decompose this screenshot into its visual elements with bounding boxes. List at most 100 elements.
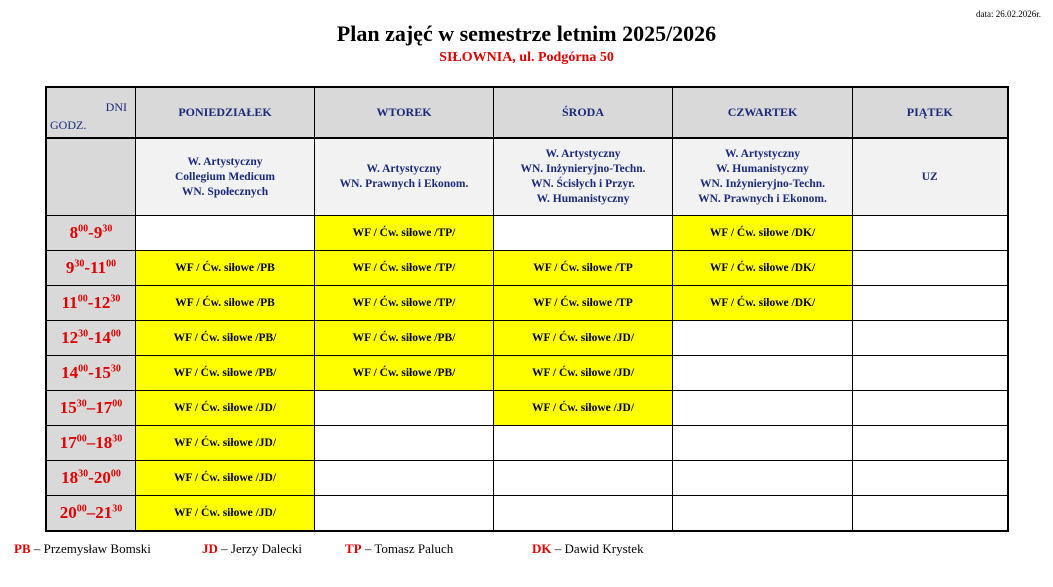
class-cell: WF / Ćw. siłowe /PB/	[135, 355, 315, 391]
legend-item: DK – Dawid Krystek	[532, 541, 644, 557]
empty-cell	[672, 355, 853, 391]
end-minutes: 30	[112, 433, 123, 445]
empty-cell	[493, 495, 673, 532]
empty-cell	[135, 215, 315, 251]
start-minutes: 30	[78, 328, 89, 340]
start-hour: 17	[59, 433, 77, 452]
empty-cell	[45, 137, 136, 216]
faculty-cell: W. Artystyczny W. Humanistyczny WN. Inżyni…	[672, 137, 853, 216]
time-separator: -	[88, 223, 94, 242]
day-header: PIĄTEK	[852, 86, 1008, 139]
day-header: WTOREK	[314, 86, 494, 139]
faculty-name: WN. Inżynieryjno-Techn.	[520, 163, 646, 175]
start-hour: 20	[59, 503, 77, 522]
instructor-code: JD	[202, 541, 218, 556]
start-minutes: 00	[78, 223, 89, 235]
empty-cell	[672, 495, 853, 532]
faculty-name: W. Artystyczny	[545, 148, 621, 160]
page-subtitle: SIŁOWNIA, ul. Podgórna 50	[439, 50, 614, 65]
class-cell: WF / Ćw. siłowe /JD/	[135, 460, 315, 496]
time-slot-label: 930-1100	[45, 250, 136, 286]
time-slot-row: 2000–2130 WF / Ćw. siłowe /JD/	[45, 495, 1008, 532]
start-minutes: 00	[77, 293, 88, 305]
end-hour: 9	[93, 223, 103, 242]
empty-cell	[852, 390, 1008, 426]
time-separator: -	[88, 468, 94, 487]
faculty-name: W. Humanistyczny	[536, 193, 630, 205]
start-hour: 8	[69, 223, 79, 242]
class-cell: WF / Ćw. siłowe /DK/	[672, 250, 853, 286]
start-hour: 18	[61, 468, 79, 487]
class-cell: WF / Ćw. siłowe /JD/	[493, 390, 673, 426]
empty-cell	[852, 355, 1008, 391]
end-minutes: 30	[102, 223, 113, 235]
start-hour: 9	[65, 258, 75, 277]
time-separator: –	[86, 503, 96, 522]
instructor-code: PB	[14, 541, 31, 556]
empty-cell	[672, 460, 853, 496]
end-hour: 14	[93, 328, 111, 347]
day-header: ŚRODA	[493, 86, 673, 139]
class-cell: WF / Ćw. siłowe /PB/	[135, 320, 315, 356]
end-minutes: 00	[110, 468, 121, 480]
time-slot-label: 1530–1700	[45, 390, 136, 426]
corner-hours-label: GODZ.	[50, 118, 87, 132]
time-slot-row: 800-930 WF / Ćw. siłowe /TP/WF / Ćw. siło…	[45, 215, 1008, 251]
start-hour: 11	[61, 293, 78, 312]
start-minutes: 00	[78, 363, 89, 375]
time-slot-label: 1700–1830	[45, 425, 136, 461]
time-slot-label: 2000–2130	[45, 495, 136, 532]
instructor-code: TP	[345, 541, 362, 556]
time-separator: -	[87, 293, 94, 312]
time-slot-label: 1230-1400	[45, 320, 136, 356]
start-minutes: 30	[78, 468, 89, 480]
faculty-name: WN. Prawnych i Ekonom.	[339, 178, 469, 190]
class-cell: WF / Ćw. siłowe /DK/	[672, 215, 853, 251]
faculty-name: W. Artystyczny	[187, 155, 263, 168]
time-slot-row: 1230-1400 WF / Ćw. siłowe /PB/WF / Ćw. si…	[45, 320, 1008, 356]
empty-cell	[493, 460, 673, 496]
class-cell: WF / Ćw. siłowe /JD/	[135, 425, 315, 461]
faculty-cell: W. Artystyczny WN. Prawnych i Ekonom.	[314, 137, 494, 216]
class-cell: WF / Ćw. siłowe /JD/	[493, 355, 673, 391]
end-hour: 17	[95, 398, 113, 417]
class-cell: WF / Ćw. siłowe /TP/	[314, 250, 494, 286]
end-hour: 21	[95, 503, 113, 522]
corner-days-label: DNI	[105, 100, 127, 114]
empty-cell	[314, 460, 494, 496]
start-hour: 15	[59, 398, 77, 417]
start-minutes: 30	[74, 258, 85, 270]
faculty-name: WN. Społecznych	[181, 185, 269, 198]
end-hour: 11	[90, 258, 107, 277]
instructor-name: – Jerzy Dalecki	[217, 541, 302, 556]
time-slot-label: 800-930	[45, 215, 136, 251]
faculty-name: W. Artystyczny	[366, 163, 442, 175]
time-slot-label: 1100-1230	[45, 285, 136, 321]
start-hour: 12	[61, 328, 79, 347]
legend-item: JD – Jerzy Dalecki	[202, 541, 302, 557]
time-slot-row: 1700–1830 WF / Ćw. siłowe /JD/	[45, 425, 1008, 461]
time-separator: -	[88, 363, 94, 382]
start-minutes: 00	[76, 433, 87, 445]
end-minutes: 00	[106, 258, 117, 270]
time-slot-row: 1830-2000 WF / Ćw. siłowe /JD/	[45, 460, 1008, 496]
time-slot-row: 1400-1530 WF / Ćw. siłowe /PB/WF / Ćw. si…	[45, 355, 1008, 391]
empty-cell	[314, 495, 494, 532]
faculty-name: Collegium Medicum	[175, 170, 275, 183]
start-hour: 14	[61, 363, 79, 382]
empty-cell	[672, 320, 853, 356]
class-cell: WF / Ćw. siłowe /PB/	[314, 355, 494, 391]
legend-item: TP – Tomasz Paluch	[345, 541, 453, 557]
instructor-name: – Dawid Krystek	[551, 541, 644, 556]
schedule-table: DNI GODZ. PONIEDZIAŁEK WTOREK ŚRODA CZWA…	[45, 86, 1009, 532]
empty-cell	[852, 250, 1008, 286]
end-hour: 12	[93, 293, 111, 312]
day-header: PONIEDZIAŁEK	[135, 86, 315, 139]
empty-cell	[852, 320, 1008, 356]
empty-cell	[852, 425, 1008, 461]
empty-cell	[852, 495, 1008, 532]
time-slot-label: 1400-1530	[45, 355, 136, 391]
days-header-row: DNI GODZ. PONIEDZIAŁEK WTOREK ŚRODA CZWA…	[45, 86, 1008, 139]
faculty-name: UZ	[921, 170, 938, 183]
faculty-name: W. Artystyczny	[725, 148, 800, 160]
